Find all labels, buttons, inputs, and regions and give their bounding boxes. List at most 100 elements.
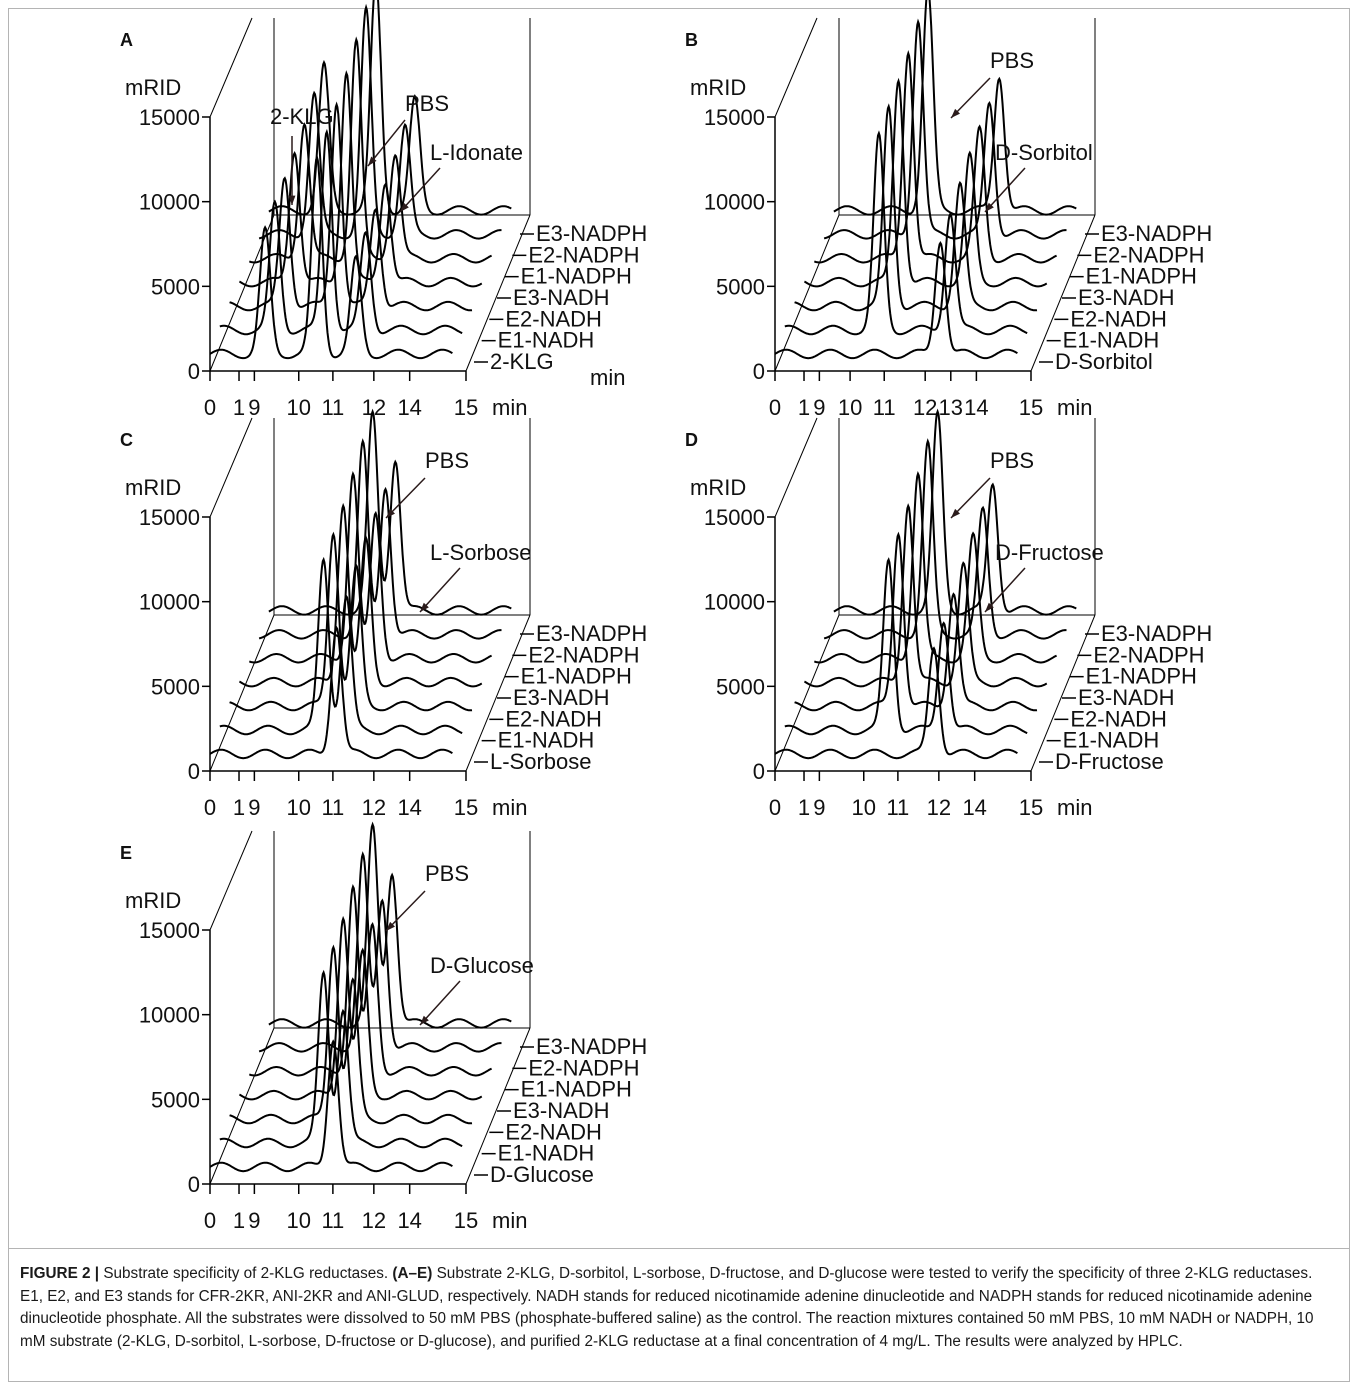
series-label: E1-NADH <box>1063 328 1160 353</box>
panel-letter: C <box>120 430 133 450</box>
annotation-arrow <box>399 167 441 213</box>
series-label: E2-NADPH <box>528 242 639 267</box>
x-tick-label: 14 <box>397 1208 421 1233</box>
series-label: E1-NADH <box>498 1141 595 1166</box>
series-label: E3-NADH <box>513 285 610 310</box>
x-tick-label: 14 <box>397 795 421 820</box>
y-tick-label: 10000 <box>704 190 765 215</box>
series-line <box>794 103 1038 312</box>
peak-annotation: D-Fructose <box>995 540 1104 565</box>
series-label: D-Fructose <box>1055 749 1164 774</box>
series-label: E1-NADPH <box>1086 264 1197 289</box>
x-tick-label: 15 <box>454 1208 478 1233</box>
panel-d: D 0 5000 10000 15000 mRID 0 1 9 10 11 12 14 15 min E3-N… <box>565 400 1212 820</box>
x-tick-label: 10 <box>287 795 311 820</box>
series-label: E3-NADH <box>1078 685 1175 710</box>
series-line <box>833 408 1077 616</box>
peak-annotation: 2-KLG <box>270 104 334 129</box>
depth-axis-right <box>465 1027 531 1185</box>
peak-annotation: PBS <box>990 48 1034 73</box>
depth-axis-right <box>1030 614 1096 772</box>
x-tick-label: 9 <box>813 795 825 820</box>
series-line <box>813 49 1058 264</box>
annotation-arrow <box>419 980 461 1026</box>
series-line <box>833 0 1077 216</box>
series-label: E2-NADPH <box>1093 242 1204 267</box>
y-tick-label: 5000 <box>716 674 765 699</box>
depth-axis-left <box>774 614 840 772</box>
series-label: E1-NADPH <box>521 664 632 689</box>
x-tick-label: 11 <box>321 795 344 820</box>
y-tick-label: 15000 <box>704 105 765 130</box>
annotation-arrow <box>984 167 1026 213</box>
x-tick-label: 9 <box>813 395 825 420</box>
series-label: E2-NADH <box>505 706 602 731</box>
x-tick-label: 11 <box>886 795 909 820</box>
x-tick-label: 9 <box>248 395 260 420</box>
series-label: E3-NADH <box>1078 285 1175 310</box>
series-label: E2-NADH <box>1070 306 1167 331</box>
x-tick-label: 1 <box>798 395 810 420</box>
annotation-arrowhead <box>985 202 994 212</box>
y-tick-label: 5000 <box>151 1087 200 1112</box>
y-tick-label: 15000 <box>139 918 200 943</box>
series-line <box>774 646 1018 760</box>
series-label: E2-NADH <box>505 306 602 331</box>
back-wall-diagonal <box>209 17 253 118</box>
caption-separator <box>8 1248 1350 1249</box>
x-tick-label: 0 <box>769 395 781 420</box>
peak-annotation: PBS <box>405 91 449 116</box>
back-wall-diagonal <box>209 830 253 931</box>
series-line <box>774 241 1018 360</box>
x-tick-label: 9 <box>248 795 260 820</box>
annotation-arrowhead <box>288 195 296 205</box>
x-axis-label: min <box>492 795 527 820</box>
x-tick-label: 10 <box>838 395 862 420</box>
series-line <box>229 531 473 712</box>
series-label: D-Sorbitol <box>1055 349 1153 374</box>
series-line <box>784 557 1028 736</box>
panel-e: E 0 5000 10000 15000 mRID 0 1 9 10 11 12 14 15 min E3-N… <box>0 813 647 1233</box>
peak-annotation: L-Idonate <box>430 140 523 165</box>
peak-annotation: D-Sorbitol <box>995 140 1093 165</box>
x-tick-label: 12 <box>362 1208 386 1233</box>
panel-a: A 0 5000 10000 15000 mRID 0 1 9 10 11 12 14 15 min min E… <box>0 0 647 420</box>
series-line <box>209 625 453 760</box>
x-tick-label: 0 <box>204 395 216 420</box>
x-tick-label: 1 <box>233 795 245 820</box>
caption-part2: Substrate 2-KLG, D-sorbitol, L-sorbose, … <box>20 1265 1314 1350</box>
annotation-arrowhead <box>951 508 961 518</box>
annotation-arrowhead <box>400 202 409 212</box>
annotation-arrow <box>367 119 406 167</box>
y-tick-label: 15000 <box>139 505 200 530</box>
y-tick-label: 5000 <box>716 274 765 299</box>
series-line <box>248 883 493 1077</box>
figure-frame <box>8 8 1350 1382</box>
y-axis-label: mRID <box>125 475 181 500</box>
depth-axis-right <box>1030 214 1096 372</box>
series-label: E2-NADPH <box>528 642 639 667</box>
series-label: E3-NADPH <box>536 221 647 246</box>
series-line <box>238 915 483 1101</box>
series-line <box>268 821 512 1029</box>
annotation-arrow <box>984 567 1026 613</box>
series-label: E1-NADH <box>498 728 595 753</box>
panel-c: C 0 5000 10000 15000 mRID 0 1 9 10 11 12 14 15 min E3-N… <box>0 400 647 820</box>
figure-caption: FIGURE 2 | Substrate specificity of 2-KL… <box>20 1263 1320 1353</box>
series-label: 2-KLG <box>490 349 554 374</box>
peak-annotation: PBS <box>425 448 469 473</box>
series-label: E3-NADPH <box>1101 221 1212 246</box>
series-label: E3-NADH <box>513 1098 610 1123</box>
peak-annotation: D-Glucose <box>430 953 534 978</box>
peak-annotation: L-Sorbose <box>430 540 532 565</box>
back-wall-diagonal <box>209 417 253 518</box>
series-label: E2-NADH <box>1070 706 1167 731</box>
y-tick-label: 10000 <box>139 590 200 615</box>
series-label: E3-NADH <box>513 685 610 710</box>
y-tick-label: 5000 <box>151 674 200 699</box>
series-line <box>219 556 463 736</box>
caption-bold: (A–E) <box>392 1265 433 1282</box>
